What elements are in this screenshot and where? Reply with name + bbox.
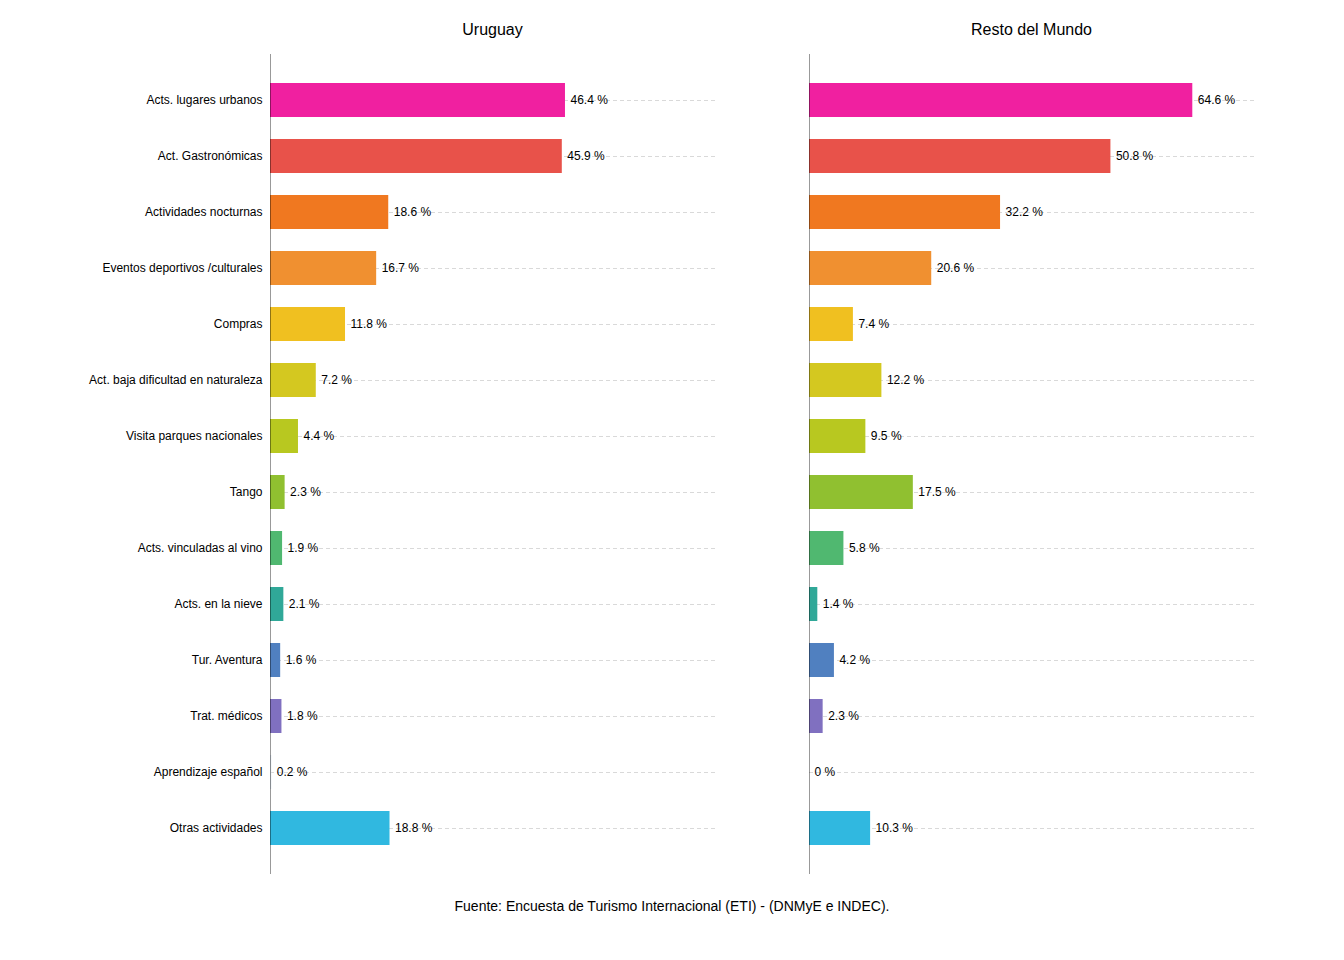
svg-text:Actividades nocturnas: Actividades nocturnas	[145, 205, 262, 219]
svg-text:18.8 %: 18.8 %	[395, 821, 433, 835]
svg-text:Act. baja dificultad en natura: Act. baja dificultad en naturaleza	[89, 373, 263, 387]
svg-text:Otras actividades: Otras actividades	[170, 821, 263, 835]
svg-text:Visita parques nacionales: Visita parques nacionales	[126, 429, 263, 443]
svg-text:Tango: Tango	[230, 485, 263, 499]
svg-text:20.6 %: 20.6 %	[937, 261, 975, 275]
svg-text:Acts. en la nieve: Acts. en la nieve	[174, 597, 262, 611]
svg-text:17.5 %: 17.5 %	[918, 485, 956, 499]
svg-text:18.6 %: 18.6 %	[394, 205, 432, 219]
svg-text:Acts. lugares urbanos: Acts. lugares urbanos	[146, 93, 262, 107]
svg-text:Aprendizaje español: Aprendizaje español	[154, 765, 263, 779]
svg-text:4.4 %: 4.4 %	[303, 429, 334, 443]
svg-text:11.8 %: 11.8 %	[351, 317, 388, 331]
svg-text:Tur. Aventura: Tur. Aventura	[192, 653, 263, 667]
svg-text:1.8 %: 1.8 %	[287, 709, 318, 723]
svg-text:Acts. vinculadas al vino: Acts. vinculadas al vino	[138, 541, 263, 555]
svg-text:50.8 %: 50.8 %	[1116, 149, 1154, 163]
svg-text:7.4 %: 7.4 %	[858, 317, 889, 331]
html-text:Resto del Mundo: Resto del Mundo	[971, 21, 1092, 38]
svg-text:2.3 %: 2.3 %	[828, 709, 859, 723]
svg-text:1.6 %: 1.6 %	[286, 653, 317, 667]
svg-text:32.2 %: 32.2 %	[1006, 205, 1044, 219]
svg-text:16.7 %: 16.7 %	[382, 261, 420, 275]
svg-text:2.3 %: 2.3 %	[290, 485, 321, 499]
svg-text:2.1 %: 2.1 %	[289, 597, 320, 611]
html-text:Fuente: Encuesta de Turismo In: Fuente: Encuesta de Turismo Internaciona…	[454, 898, 890, 914]
svg-text:Trat. médicos: Trat. médicos	[190, 709, 262, 723]
svg-text:Compras: Compras	[214, 317, 263, 331]
svg-text:Eventos deportivos /culturales: Eventos deportivos /culturales	[102, 261, 262, 275]
svg-text:Act. Gastronómicas: Act. Gastronómicas	[158, 149, 263, 163]
svg-text:1.4 %: 1.4 %	[823, 597, 854, 611]
svg-text:4.2 %: 4.2 %	[839, 653, 870, 667]
svg-text:45.9 %: 45.9 %	[567, 149, 605, 163]
svg-text:9.5 %: 9.5 %	[871, 429, 902, 443]
svg-text:10.3 %: 10.3 %	[876, 821, 914, 835]
svg-text:0 %: 0 %	[815, 765, 836, 779]
svg-text:12.2 %: 12.2 %	[887, 373, 925, 387]
svg-text:5.8 %: 5.8 %	[849, 541, 880, 555]
svg-text:1.9 %: 1.9 %	[288, 541, 319, 555]
html-text:Uruguay: Uruguay	[462, 21, 523, 38]
svg-text:64.6 %: 64.6 %	[1198, 93, 1236, 107]
svg-text:46.4 %: 46.4 %	[570, 93, 608, 107]
svg-text:7.2 %: 7.2 %	[321, 373, 352, 387]
svg-text:0.2 %: 0.2 %	[277, 765, 308, 779]
